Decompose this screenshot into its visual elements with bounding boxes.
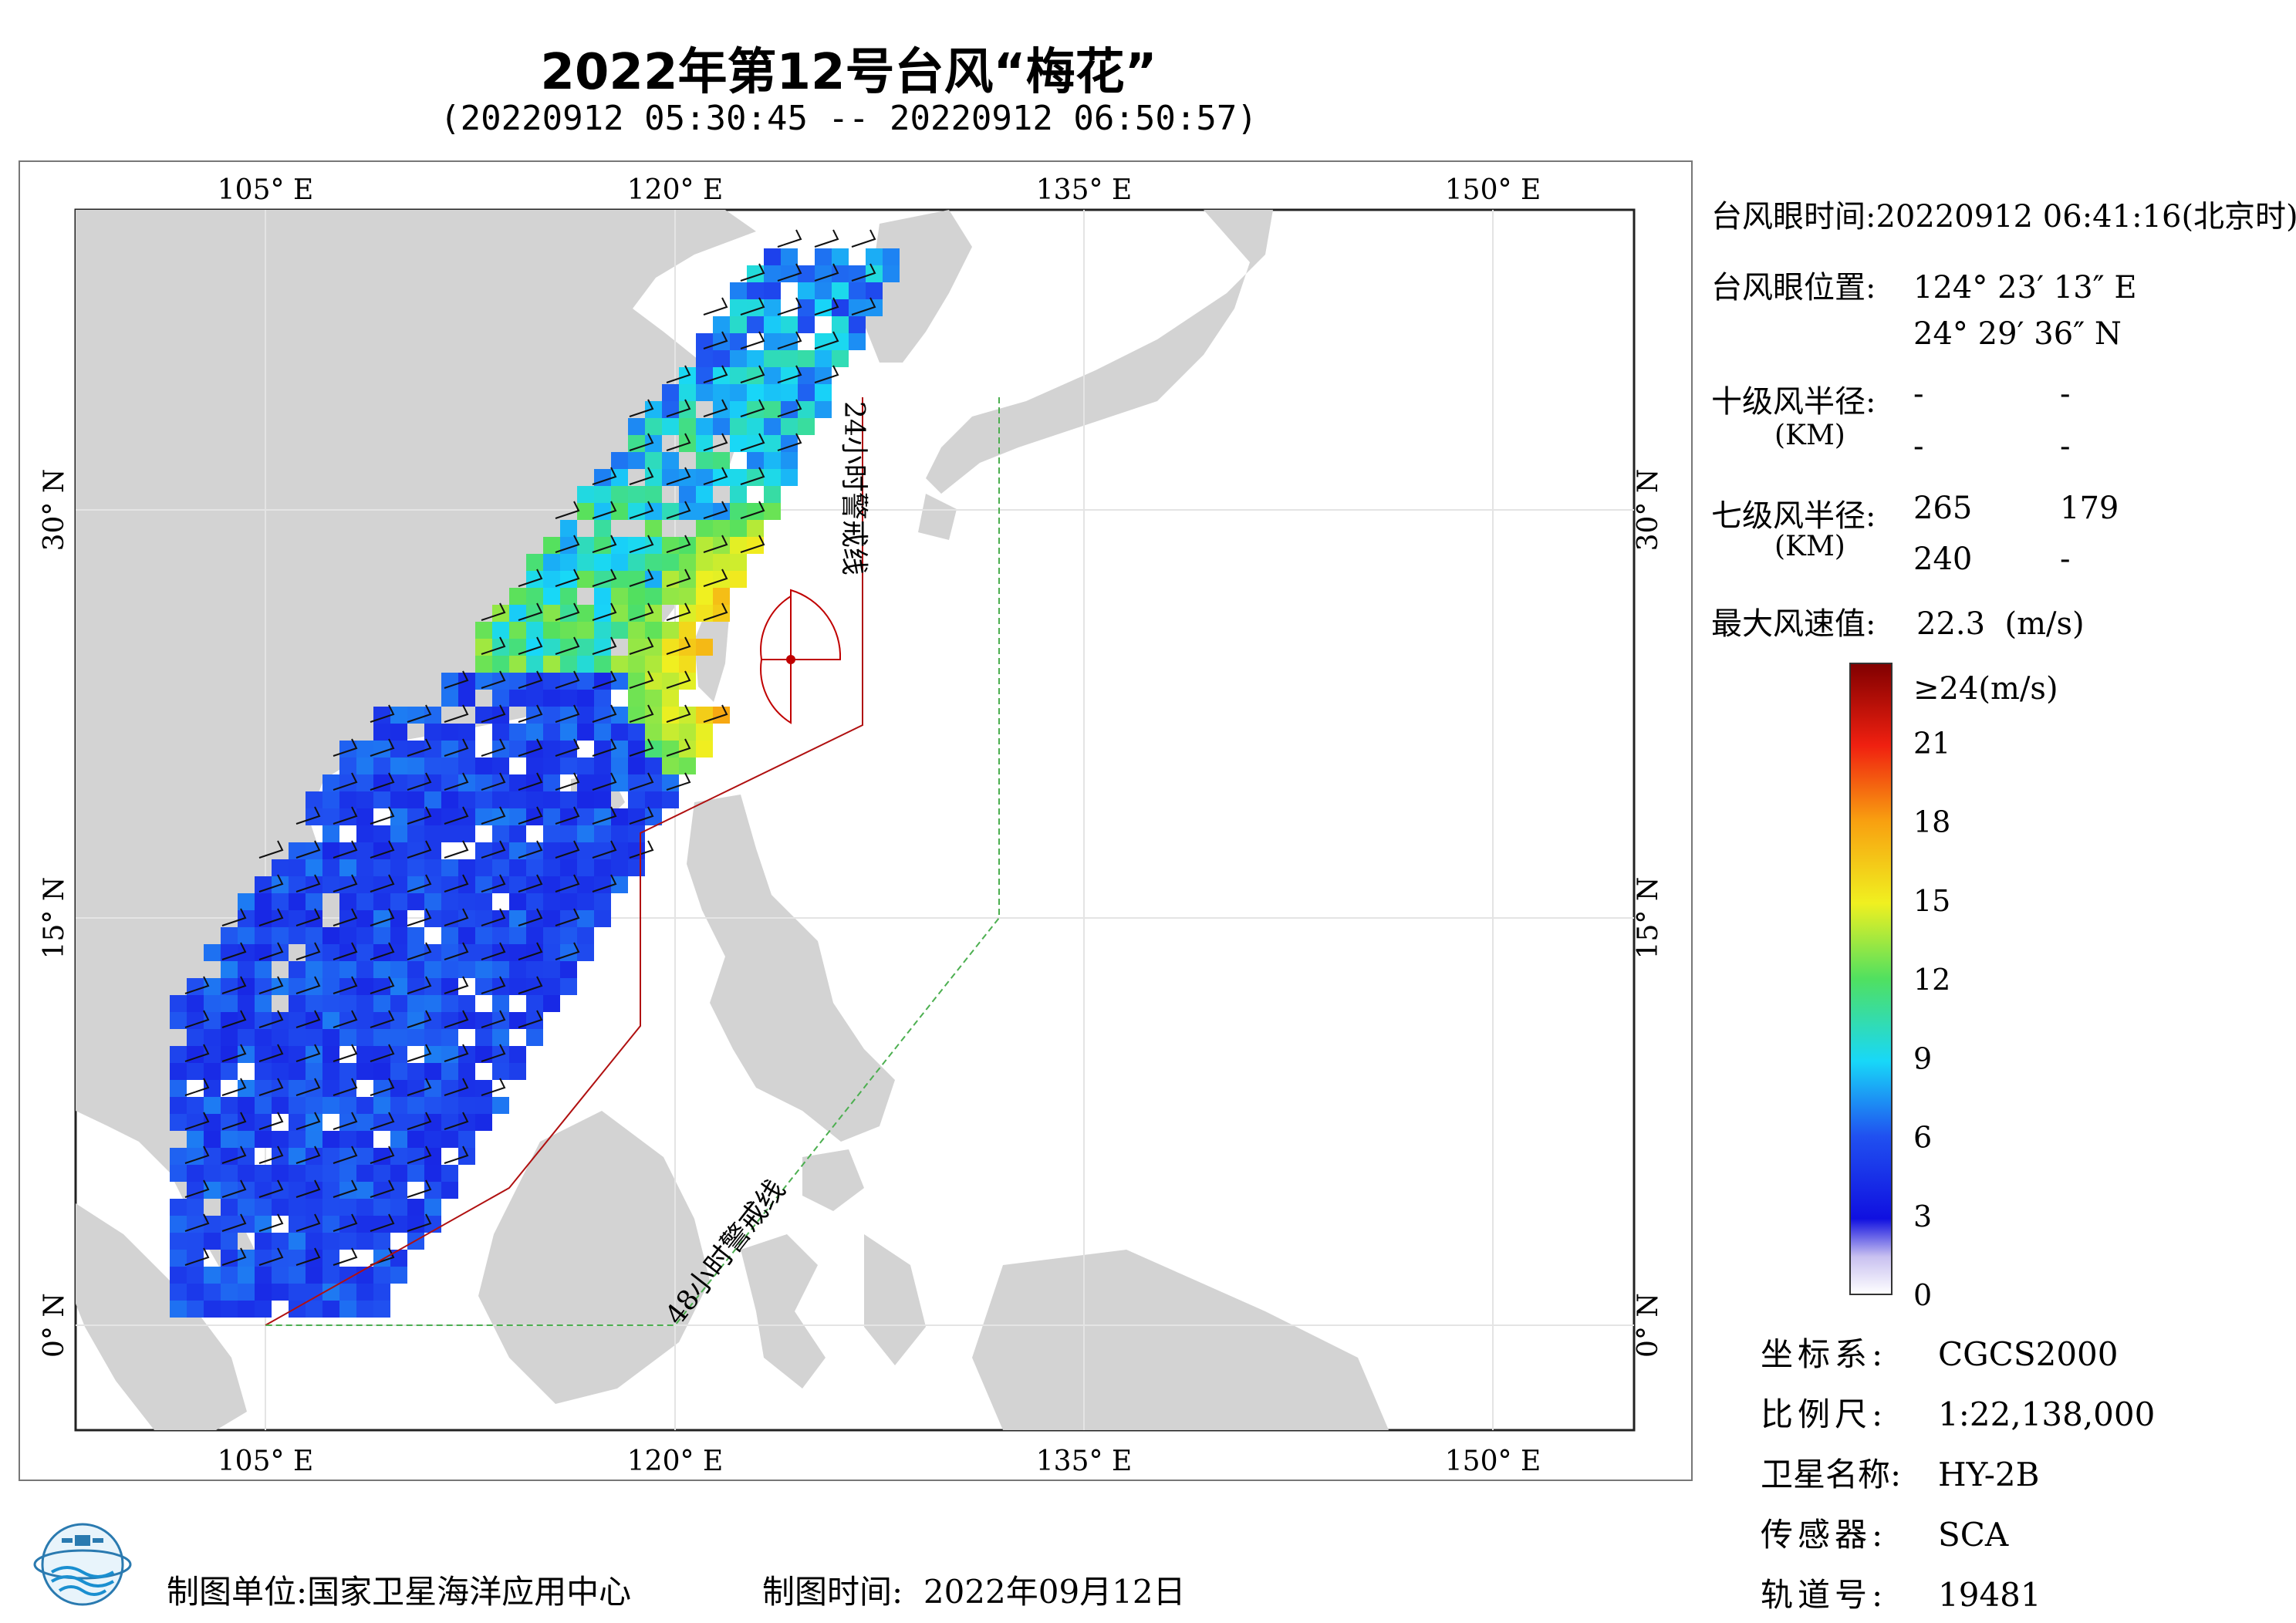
scale-value: 1:22,138,000 [1938,1395,2156,1433]
sensor-label: 传感器: [1761,1516,1888,1554]
colorbar-tick-label: 3 [1913,1200,1932,1233]
eye-pos-label: 台风眼位置: [1711,270,1876,305]
lat-tick-right: 30° N [1633,469,1664,552]
r10-value: - [1913,429,1924,464]
sensor-value: SCA [1938,1516,2009,1554]
r10-value: - [2060,429,2071,464]
lon-tick-bottom: 150° E [1445,1446,1541,1477]
producer-label: 制图单位: [167,1573,308,1611]
producer-value: 国家卫星海洋应用中心 [307,1573,632,1611]
warning-line-24h [265,397,863,1326]
satellite-row: 卫星名称: HY-2B [1761,1449,2040,1496]
lat-tick-right: 15° N [1633,877,1664,960]
maxwind-unit: (m/s) [2004,606,2085,642]
r10-value: - [2060,376,2071,412]
sensor-row: 传感器: SCA [1761,1509,2008,1556]
crs-label: 坐标系: [1761,1335,1888,1373]
eye-lat: 24° 29′ 36″ N [1913,316,2122,352]
colorbar-tick-label: 0 [1913,1278,1932,1312]
lon-tick-bottom: 120° E [627,1446,723,1477]
maxwind-row: 最大风速值: 22.3 (m/s) [1711,599,2085,643]
map-date-label: 制图时间: [762,1573,903,1611]
wind-speed-swath [170,248,900,1318]
lat-tick-left: 30° N [39,469,70,552]
warning-line-48h [265,397,1000,1326]
lat-tick-left: 15° N [39,877,70,960]
map-frame [19,160,1693,1481]
scale-row: 比例尺: 1:22,138,000 [1761,1388,2155,1436]
time-range: (20220912 05:30:45 -- 20220912 06:50:57) [440,99,1258,138]
colorbar-tick-label: 12 [1913,963,1950,997]
nsoas-logo-icon [33,1523,132,1606]
colorbar-tick-label: 9 [1913,1041,1932,1075]
crs-value: CGCS2000 [1938,1335,2119,1373]
satellite-value: HY-2B [1938,1456,2040,1493]
r10-value: - [1913,376,1924,412]
colorbar-tick-label: 15 [1913,884,1950,918]
eye-lon: 124° 23′ 13″ E [1913,270,2137,305]
colorbar-tick-label: 21 [1913,726,1950,760]
lon-tick-bottom: 105° E [218,1446,313,1477]
colorbar-top-label: ≥24(m/s) [1913,671,2058,707]
top-lon-labels: 105° E 120° E 135° E 150° E [218,174,1541,206]
lon-tick-top: 135° E [1036,174,1132,206]
r7-unit: (KM) [1774,531,1845,562]
maxwind-value: 22.3 [1916,606,1986,642]
bottom-lon-labels: 105° E 120° E 135° E 150° E [218,1446,1541,1477]
warn24-label: 24小时警戒线 [838,401,869,575]
typhoon-eye-marker [786,655,795,664]
colorbar-tick-label: 18 [1913,805,1950,839]
eye-time-value: 20220912 06:41:16(北京时) [1876,199,2296,235]
orbit-row: 轨道号: 19481 [1761,1569,2041,1616]
colorbar [1849,663,1893,1295]
r7-value: 265 [1913,491,1973,526]
right-lat-labels: 30° N 15° N 0° N [1633,469,1664,1358]
lon-tick-top: 105° E [218,174,313,206]
r7-label: 七级风半径: [1711,498,1876,534]
crs-row: 坐标系: CGCS2000 [1761,1328,2118,1375]
producer-row: 制图单位:国家卫星海洋应用中心 [167,1566,631,1613]
r7-value: 179 [2060,491,2119,526]
r10-label: 十级风半径: [1711,384,1876,420]
orbit-value: 19481 [1938,1576,2041,1614]
colorbar-ticks: 21 18 15 12 9 6 3 0 [1913,726,1950,1312]
scale-label: 比例尺: [1761,1395,1888,1433]
lat-tick-right: 0° N [1633,1293,1664,1358]
lon-tick-top: 150° E [1445,174,1541,206]
satellite-label: 卫星名称: [1761,1456,1902,1493]
eye-pos-row: 台风眼位置: 124° 23′ 13″ E [1711,262,2137,307]
colorbar-tick-label: 6 [1913,1121,1932,1155]
maxwind-label: 最大风速值: [1711,606,1876,642]
lon-tick-top: 120° E [627,174,723,206]
orbit-label: 轨道号: [1761,1576,1888,1614]
eye-time-row: 台风眼时间:20220912 06:41:16(北京时) [1711,191,2296,236]
r7-value: 240 [1913,542,1973,577]
lat-tick-left: 0° N [39,1293,70,1358]
lon-tick-bottom: 135° E [1036,1446,1132,1477]
r7-value: - [2060,542,2071,577]
wind-radius-7-sector [760,589,842,724]
map-date-row: 制图时间: 2022年09月12日 [762,1566,1186,1613]
eye-time-label: 台风眼时间: [1711,199,1876,235]
map-date-value: 2022年09月12日 [923,1573,1186,1611]
r10-unit: (KM) [1774,420,1845,451]
left-lat-labels: 30° N 15° N 0° N [39,469,70,1358]
land [76,210,1389,1430]
map-title: 2022年第12号台风“梅花” [540,44,1157,101]
